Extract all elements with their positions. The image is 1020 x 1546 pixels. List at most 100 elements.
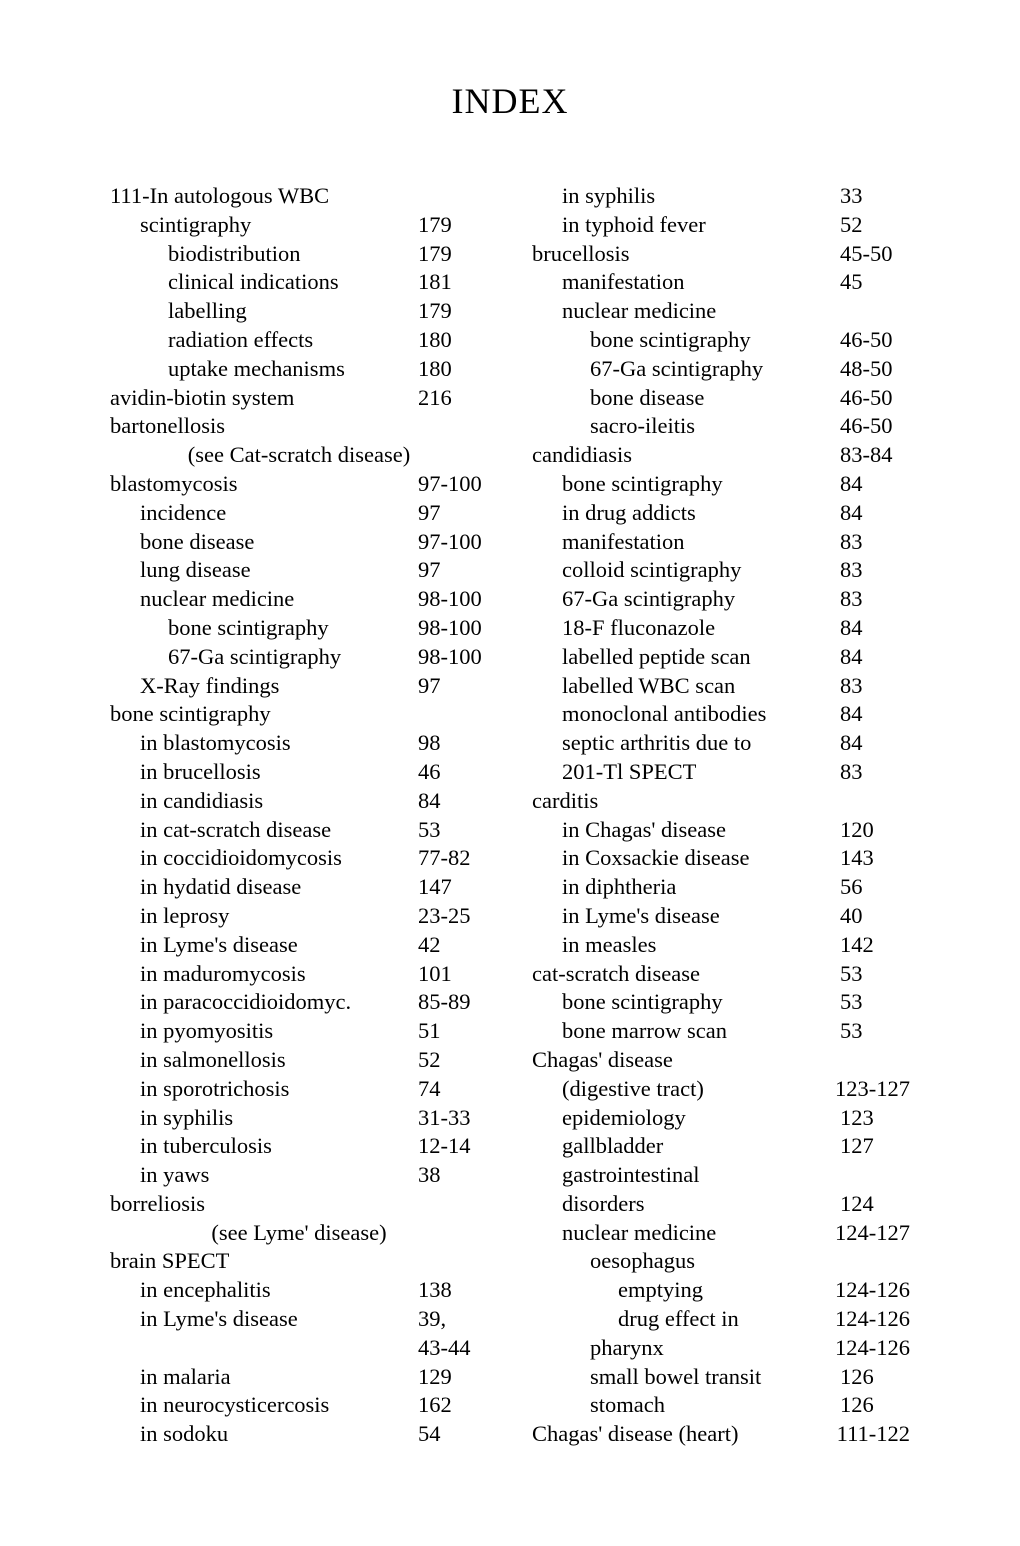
index-term: lung disease bbox=[110, 556, 251, 585]
index-entry: bone scintigraphy bbox=[110, 700, 488, 729]
index-page-number: 53 bbox=[840, 988, 910, 1017]
index-entry: labelling179 bbox=[110, 297, 488, 326]
index-page-number: 124 bbox=[840, 1190, 910, 1219]
index-page-number: 38 bbox=[418, 1161, 488, 1190]
index-column-left: 111-In autologous WBCscintigraphy179biod… bbox=[110, 182, 488, 1449]
index-term: small bowel transit bbox=[532, 1363, 761, 1392]
index-page-number bbox=[840, 297, 910, 326]
index-entry: in paracoccidioidomyc.85-89 bbox=[110, 988, 488, 1017]
index-entry: 67-Ga scintigraphy83 bbox=[532, 585, 910, 614]
index-entry: in neurocysticercosis 162 bbox=[110, 1391, 488, 1420]
index-term: drug effect in bbox=[532, 1305, 739, 1334]
index-entry: 43-44 bbox=[110, 1334, 488, 1363]
index-page-number: 83 bbox=[840, 758, 910, 787]
index-term: in syphilis bbox=[532, 182, 655, 211]
page-title: INDEX bbox=[110, 80, 910, 122]
index-page-number: 33 bbox=[840, 182, 910, 211]
index-page-number bbox=[418, 412, 488, 441]
index-page-number: 123 bbox=[840, 1104, 910, 1133]
index-entry: sacro-ileitis46-50 bbox=[532, 412, 910, 441]
index-entry: gastrointestinal bbox=[532, 1161, 910, 1190]
index-page-number: 56 bbox=[840, 873, 910, 902]
index-term: monoclonal antibodies bbox=[532, 700, 766, 729]
index-term: labelled peptide scan bbox=[532, 643, 751, 672]
index-page-number: 124-126 bbox=[835, 1334, 910, 1363]
index-entry: (digestive tract)123-127 bbox=[532, 1075, 910, 1104]
index-entry: in maduromycosis101 bbox=[110, 960, 488, 989]
index-entry: in yaws 38 bbox=[110, 1161, 488, 1190]
index-page-number bbox=[418, 700, 488, 729]
index-term: 111-In autologous WBC bbox=[110, 182, 329, 211]
index-entry: in syphilis 33 bbox=[532, 182, 910, 211]
index-term: in leprosy bbox=[110, 902, 229, 931]
index-entry: nuclear medicine98-100 bbox=[110, 585, 488, 614]
index-entry: 111-In autologous WBC bbox=[110, 182, 488, 211]
index-entry: carditis bbox=[532, 787, 910, 816]
index-page-number: 162 bbox=[418, 1391, 488, 1420]
index-page-number bbox=[840, 1046, 910, 1075]
index-entry: avidin-biotin system216 bbox=[110, 384, 488, 413]
index-term: borreliosis bbox=[110, 1190, 205, 1219]
index-term: gastrointestinal bbox=[532, 1161, 699, 1190]
index-entry: nuclear medicine bbox=[532, 297, 910, 326]
index-page-number: 83 bbox=[840, 528, 910, 557]
index-entry: in encephalitis138 bbox=[110, 1276, 488, 1305]
index-entry: in drug addicts84 bbox=[532, 499, 910, 528]
index-term: clinical indications bbox=[110, 268, 339, 297]
index-term: candidiasis bbox=[532, 441, 632, 470]
index-term: in drug addicts bbox=[532, 499, 696, 528]
index-entry: in Lyme's disease39, bbox=[110, 1305, 488, 1334]
index-term: in yaws bbox=[110, 1161, 209, 1190]
index-entry: radiation effects180 bbox=[110, 326, 488, 355]
index-term: labelled WBC scan bbox=[532, 672, 735, 701]
index-page-number: 216 bbox=[418, 384, 488, 413]
index-term: gallbladder bbox=[532, 1132, 663, 1161]
index-page-number: 97 bbox=[418, 556, 488, 585]
index-entry: biodistribution179 bbox=[110, 240, 488, 269]
index-entry: brain SPECT bbox=[110, 1247, 488, 1276]
index-entry: epidemiology123 bbox=[532, 1104, 910, 1133]
index-term: in encephalitis bbox=[110, 1276, 271, 1305]
index-term: (see Cat-scratch disease) bbox=[188, 442, 410, 467]
index-term: in pyomyositis bbox=[110, 1017, 273, 1046]
index-term: biodistribution bbox=[110, 240, 301, 269]
index-term: in typhoid fever bbox=[532, 211, 706, 240]
index-term: colloid scintigraphy bbox=[532, 556, 741, 585]
index-entry: uptake mechanisms180 bbox=[110, 355, 488, 384]
index-term: bartonellosis bbox=[110, 412, 225, 441]
index-term: in salmonellosis bbox=[110, 1046, 286, 1075]
index-entry: borreliosis bbox=[110, 1190, 488, 1219]
index-entry: 67-Ga scintigraphy98-100 bbox=[110, 643, 488, 672]
index-entry: in salmonellosis52 bbox=[110, 1046, 488, 1075]
index-term: Chagas' disease (heart) bbox=[532, 1420, 738, 1449]
index-entry: in syphilis31-33 bbox=[110, 1104, 488, 1133]
index-term: in maduromycosis bbox=[110, 960, 306, 989]
index-page-number: 97 bbox=[418, 499, 488, 528]
index-page-number: 84 bbox=[840, 643, 910, 672]
index-page-number: 53 bbox=[418, 816, 488, 845]
index-term: carditis bbox=[532, 787, 598, 816]
index-entry: cat-scratch disease53 bbox=[532, 960, 910, 989]
index-term: pharynx bbox=[532, 1334, 664, 1363]
index-page-number: 179 bbox=[418, 297, 488, 326]
index-page-number: 97 bbox=[418, 672, 488, 701]
index-term: bone scintigraphy bbox=[532, 470, 723, 499]
index-entry: oesophagus bbox=[532, 1247, 910, 1276]
index-page-number: 98-100 bbox=[418, 585, 488, 614]
index-term: bone scintigraphy bbox=[532, 988, 723, 1017]
index-term: nuclear medicine bbox=[532, 1219, 716, 1248]
index-entry: bone scintigraphy46-50 bbox=[532, 326, 910, 355]
index-page-number: 111-122 bbox=[837, 1420, 910, 1449]
index-page-number bbox=[418, 1190, 488, 1219]
index-page-number: 74 bbox=[418, 1075, 488, 1104]
index-page-number: 129 bbox=[418, 1363, 488, 1392]
index-term: in Chagas' disease bbox=[532, 816, 726, 845]
index-term: in brucellosis bbox=[110, 758, 261, 787]
index-entry: bartonellosis bbox=[110, 412, 488, 441]
index-page-number: 180 bbox=[418, 355, 488, 384]
index-term: in neurocysticercosis bbox=[110, 1391, 329, 1420]
index-term: blastomycosis bbox=[110, 470, 238, 499]
index-page-number: 48-50 bbox=[840, 355, 910, 384]
index-entry: incidence97 bbox=[110, 499, 488, 528]
index-term: (digestive tract) bbox=[532, 1075, 704, 1104]
